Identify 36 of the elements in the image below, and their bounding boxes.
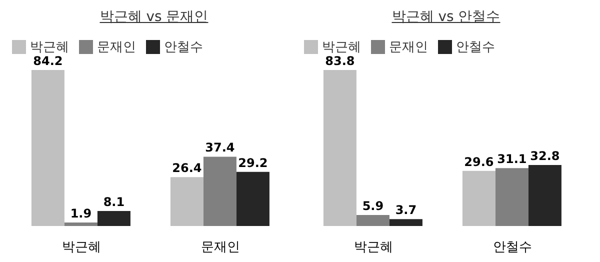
- bar: [97, 210, 130, 226]
- bar: [528, 164, 562, 226]
- bar: [31, 70, 64, 226]
- bar: [203, 156, 236, 226]
- bar: [462, 170, 496, 226]
- bar: [170, 177, 204, 226]
- data-label: 37.4: [205, 140, 235, 155]
- x-tick-label: 문재인: [201, 240, 240, 256]
- chart-title: 박근혜 vs 안철수: [390, 8, 502, 27]
- data-label: 5.9: [362, 199, 384, 214]
- legend-label: 문재인: [389, 40, 428, 55]
- data-label: 29.2: [238, 156, 268, 170]
- x-tick-label: 박근혜: [354, 240, 393, 256]
- data-label: 26.4: [172, 161, 202, 176]
- data-label: 84.2: [33, 54, 63, 68]
- data-label: 29.6: [464, 154, 494, 169]
- data-label: 32.8: [530, 148, 560, 163]
- legend-label: 박근혜: [322, 40, 361, 55]
- bar: [495, 168, 528, 226]
- legend-label: 문재인: [97, 40, 136, 55]
- data-label: 8.1: [103, 194, 125, 209]
- x-tick-label: 안철수: [493, 240, 532, 256]
- legend-label: 안철수: [456, 40, 495, 55]
- data-label: 31.1: [497, 152, 527, 166]
- x-tick-label: 박근혜: [62, 240, 101, 256]
- legend-label: 안철수: [164, 40, 203, 55]
- legend-label: 박근혜: [30, 40, 69, 55]
- bar: [389, 219, 422, 226]
- bar: [323, 70, 356, 226]
- data-label: 1.9: [70, 206, 92, 220]
- bar: [236, 172, 270, 226]
- bar: [64, 222, 98, 226]
- chart-title: 박근혜 vs 문재인: [98, 8, 210, 27]
- data-label: 83.8: [325, 54, 355, 68]
- data-label: 3.7: [395, 203, 417, 218]
- bar: [356, 215, 390, 226]
